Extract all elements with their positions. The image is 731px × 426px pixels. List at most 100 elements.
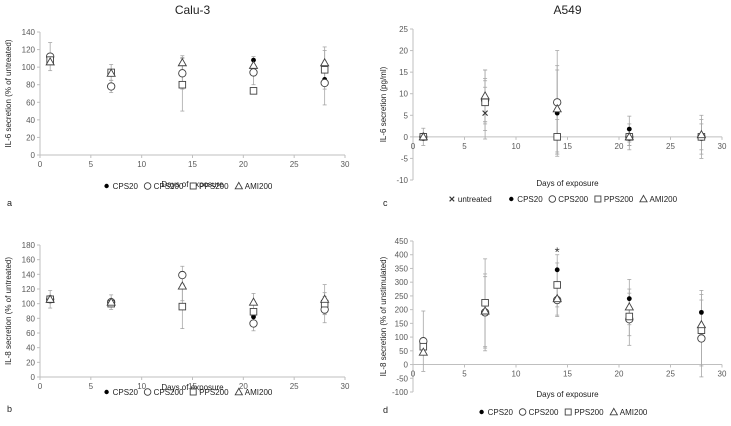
chart-panel-b: 0 20 40 60 80 100 120 140 160 180 0 5 10 15 20 25 30 Days… [4, 241, 350, 414]
y-tick-label: 0 [404, 361, 409, 370]
y-tick-label: 160 [22, 256, 36, 265]
legend-label: untreated [458, 195, 492, 204]
y-tick-label: 60 [26, 329, 35, 338]
data-point-pps200 [553, 133, 561, 141]
legend-marker-ami200 [234, 387, 244, 396]
y-tick-label: 50 [399, 347, 408, 356]
data-point-cps20 [251, 57, 256, 63]
y-tick-label: 20 [26, 358, 35, 367]
legend-marker-cps200 [143, 182, 152, 190]
x-tick-label: 25 [666, 142, 675, 151]
y-tick-label: 120 [22, 285, 36, 294]
data-point-pps200 [481, 98, 489, 107]
legend-marker-cps200 [143, 388, 152, 396]
legend: CPS20 CPS200 PPS200 AMI200 [479, 407, 648, 417]
x-tick-label: 20 [615, 370, 624, 379]
legend-label: PPS200 [199, 388, 229, 397]
legend-label: AMI200 [650, 195, 678, 204]
y-tick-label: 15 [399, 68, 408, 77]
y-tick-label: 100 [395, 333, 409, 342]
legend-marker-cps20 [104, 389, 109, 395]
x-tick-label: 25 [290, 160, 299, 169]
x-tick-label: 5 [89, 382, 94, 391]
x-axis-title: Days of exposure [161, 383, 224, 392]
x-tick-label: 15 [188, 382, 197, 391]
data-point-pps200 [178, 80, 187, 89]
data-point-ami200 [319, 294, 330, 303]
legend-marker-pps200 [189, 388, 197, 396]
x-tick-label: 15 [563, 370, 572, 379]
panel-label: c [383, 198, 388, 208]
data-point-ami200 [248, 297, 259, 306]
data-point-untreated [482, 110, 488, 117]
x-tick-label: 25 [666, 370, 675, 379]
y-tick-label: 80 [26, 81, 35, 90]
x-axis-title: Days of exposure [536, 390, 599, 399]
data-point-cps20 [251, 314, 256, 320]
data-point-pps200 [481, 299, 489, 307]
y-axis-title: IL-8 secretion (% of unstimulated) [379, 256, 388, 376]
legend-label: CPS200 [558, 195, 588, 204]
significance-annotation: * [555, 245, 560, 260]
legend-label: CPS200 [154, 388, 184, 397]
y-axis-title: IL-8 secretion (% of untreated) [4, 257, 13, 365]
x-tick-label: 0 [411, 142, 416, 151]
data-point-cps20 [626, 126, 632, 132]
legend-label: CPS200 [154, 182, 184, 191]
y-tick-label: 100 [22, 63, 36, 72]
y-tick-label: 120 [22, 46, 36, 55]
x-tick-label: 0 [411, 370, 416, 379]
y-tick-label: 300 [395, 278, 409, 287]
data-point-pps200 [625, 312, 634, 321]
data-point-ami200 [480, 306, 490, 315]
legend-label: PPS200 [604, 195, 634, 204]
y-axis-title: IL-6 secretion (pg/ml) [379, 66, 388, 142]
legend-marker-cps20 [104, 183, 109, 189]
y-tick-label: 20 [399, 47, 408, 56]
data-point-cps20 [626, 296, 632, 302]
y-tick-label: -10 [396, 176, 408, 185]
y-tick-label: 0 [404, 133, 409, 142]
data-point-ami200 [248, 60, 259, 69]
data-point-cps20 [699, 309, 704, 315]
x-tick-label: 0 [38, 382, 43, 391]
y-tick-label: 25 [399, 25, 408, 34]
data-point-ami200 [624, 131, 635, 141]
legend-label: CPS20 [488, 408, 514, 417]
data-point-cps200 [178, 69, 187, 78]
y-tick-label: 140 [22, 270, 36, 279]
x-tick-label: 25 [290, 382, 299, 391]
y-tick-label: 20 [26, 133, 35, 142]
data-point-ami200 [177, 57, 188, 67]
data-point-ami200 [696, 319, 707, 329]
y-tick-label: 180 [22, 241, 36, 250]
chart-title: Calu-3 [175, 3, 211, 17]
legend: CPS20 CPS200 PPS200 AMI200 [104, 181, 273, 191]
legend-label: AMI200 [245, 388, 273, 397]
data-point-ami200 [418, 347, 429, 356]
y-tick-label: 40 [26, 116, 35, 125]
x-tick-label: 0 [38, 160, 43, 169]
data-point-cps200 [107, 82, 116, 91]
x-tick-label: 15 [188, 160, 197, 169]
x-tick-label: 30 [718, 370, 727, 379]
y-tick-label: 5 [404, 111, 409, 120]
legend: CPS20 CPS200 PPS200 AMI200 [104, 387, 273, 397]
legend: untreated CPS20 CPS200 PPS200 AMI200 [449, 194, 678, 204]
y-tick-label: 400 [395, 251, 409, 260]
data-point-pps200 [553, 281, 561, 289]
legend-marker-ami200 [609, 407, 619, 416]
y-tick-label: 150 [395, 319, 409, 328]
legend-marker-cps200 [548, 195, 557, 203]
y-tick-label: -100 [392, 388, 409, 397]
legend-label: PPS200 [199, 182, 229, 191]
data-point-cps20 [554, 267, 560, 273]
data-point-ami200 [552, 103, 562, 113]
x-tick-label: 30 [718, 142, 727, 151]
legend-marker-ami200 [639, 194, 648, 203]
data-point-ami200 [552, 293, 562, 303]
legend-label: CPS20 [517, 195, 543, 204]
